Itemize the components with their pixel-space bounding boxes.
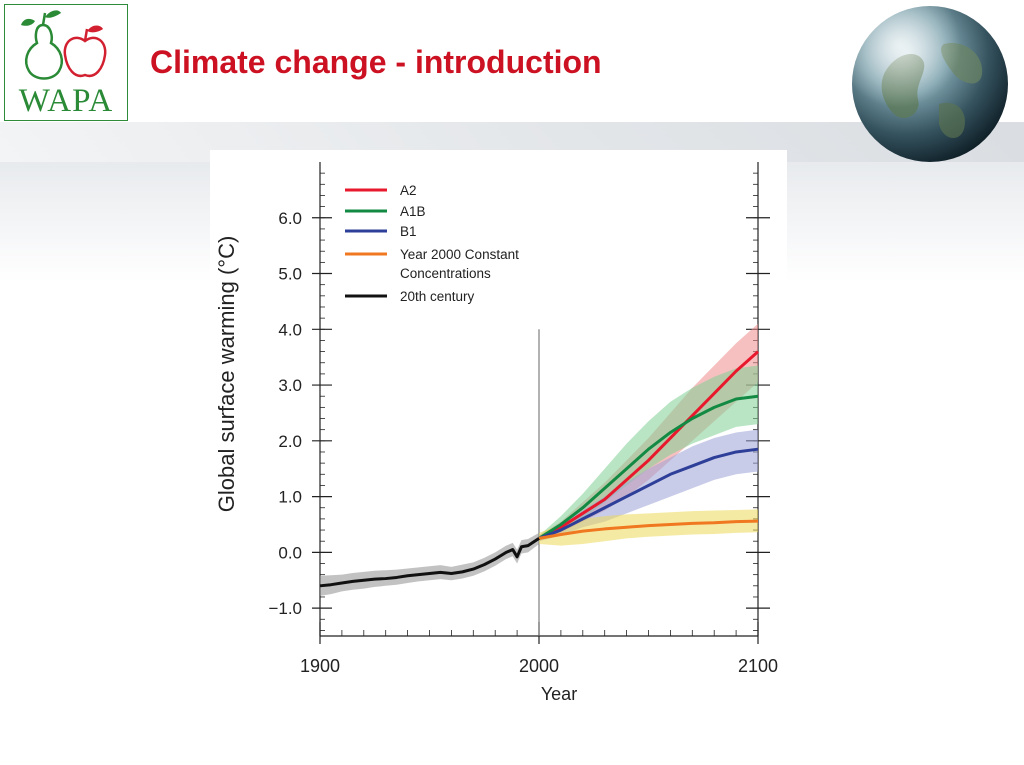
band-20th-century <box>320 532 539 596</box>
band-a2 <box>539 323 758 542</box>
chart-panel: −1.0 0.0 1.0 2.0 3.0 4.0 5.0 6.0 1900 2000 2100 Yea… <box>210 150 787 710</box>
header <box>0 0 1024 122</box>
legend-label: A2 <box>400 183 417 198</box>
x-tick-label: 2000 <box>519 656 559 676</box>
x-tick-label: 1900 <box>300 656 340 676</box>
legend-label: Concentrations <box>400 266 491 281</box>
y-axis-label: Global surface warming (°C) <box>214 236 239 513</box>
legend-label: A1B <box>400 204 426 219</box>
series-line-20th-century <box>319 537 540 588</box>
y-tick-label: −1.0 <box>268 599 302 618</box>
series-line-year-2000-constant-concentrations <box>538 519 759 540</box>
legend-label: B1 <box>400 224 417 239</box>
legend-label: Year 2000 Constant <box>400 247 519 262</box>
series-line-a1b <box>538 394 759 540</box>
logo-text: WAPA <box>18 83 114 119</box>
y-tick-label: 5.0 <box>278 265 302 284</box>
x-axis-label: Year <box>541 684 577 704</box>
x-tick-label: 2100 <box>738 656 778 676</box>
y-tick-label: 2.0 <box>278 432 302 451</box>
globe-icon <box>852 6 1008 162</box>
y-tick-label: 4.0 <box>278 320 302 339</box>
series-line-b1 <box>538 447 759 540</box>
warming-chart: −1.0 0.0 1.0 2.0 3.0 4.0 5.0 6.0 1900 2000 2100 Yea… <box>214 162 778 704</box>
y-tick-label: 0.0 <box>278 543 302 562</box>
y-tick-label: 6.0 <box>278 209 302 228</box>
y-tick-label: 3.0 <box>278 376 302 395</box>
legend-label: 20th century <box>400 289 475 304</box>
wapa-logo: WAPA <box>4 4 128 121</box>
band-year-2000-constant-concentrations <box>539 509 758 546</box>
y-tick-label: 1.0 <box>278 488 302 507</box>
page-title: Climate change - introduction <box>150 44 602 80</box>
pear-apple-icon <box>21 10 107 80</box>
series-line-a2 <box>538 350 759 540</box>
